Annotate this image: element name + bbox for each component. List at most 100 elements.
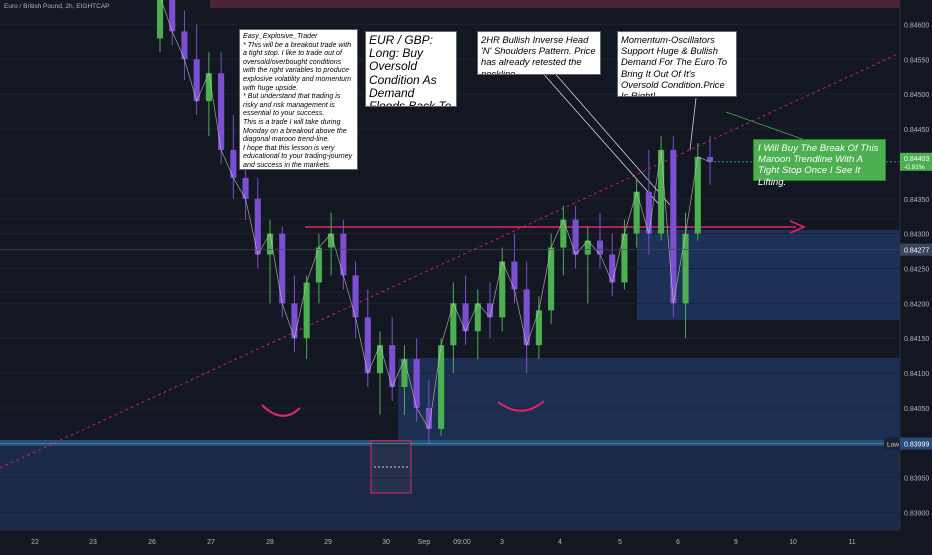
time-tick-label: 26 — [148, 539, 156, 546]
candle-body — [621, 233, 628, 283]
pattern-note[interactable]: 2HR Bullish Inverse Head 'N' Shoulders P… — [477, 31, 601, 75]
candle-body — [169, 0, 176, 32]
candle-body — [438, 345, 445, 429]
pattern-note-text: 2HR Bullish Inverse Head 'N' Shoulders P… — [481, 34, 596, 75]
candle-body — [425, 407, 432, 429]
right-shoulder-arc — [497, 400, 545, 412]
candle-body — [328, 233, 335, 248]
candle-body — [156, 0, 164, 39]
candle-body — [535, 310, 542, 346]
candle-body — [254, 198, 261, 255]
candle-body — [389, 345, 396, 388]
time-tick-label: 3 — [500, 539, 504, 546]
price-tick-label: 0.83900 — [904, 511, 929, 518]
candle-body — [486, 303, 494, 318]
resistance-zone — [210, 0, 900, 8]
price-tick-label: 0.84300 — [904, 232, 929, 239]
candle-body — [315, 247, 322, 283]
candle-body — [682, 233, 689, 304]
candle-body — [401, 359, 408, 388]
low-band — [0, 440, 900, 446]
title-note[interactable]: EUR / GBP: Long: Buy Oversold Condition … — [365, 31, 457, 107]
candle-body — [218, 73, 225, 150]
candle-body — [181, 31, 188, 60]
price-tick-label: 0.84450 — [904, 127, 929, 134]
candle-body — [706, 156, 714, 162]
green-note[interactable]: I Will Buy The Break Of This Maroon Tren… — [753, 139, 886, 188]
demand-zone-mid — [398, 358, 900, 440]
candle-body — [352, 275, 359, 318]
price-tick-label: 0.84550 — [904, 57, 929, 64]
title-note-text: EUR / GBP: Long: Buy Oversold Condition … — [369, 33, 452, 107]
green-note-text: I Will Buy The Break Of This Maroon Tren… — [758, 143, 879, 188]
time-tick-label: 4 — [558, 539, 562, 546]
time-tick-label: 27 — [207, 539, 215, 546]
time-tick-label: 30 — [382, 539, 390, 546]
current-price-badge — [900, 152, 932, 171]
low-tag: Low — [887, 442, 899, 449]
candle-body — [303, 282, 310, 339]
candle-body — [279, 233, 286, 304]
candle-body — [548, 247, 555, 311]
trader-note-line: Easy_Explosive_Trader — [243, 32, 318, 40]
time-tick-label: 6 — [676, 539, 680, 546]
level-label: 0.84277 — [904, 248, 929, 255]
trader-note[interactable]: Easy_Explosive_Trader * This will be a b… — [239, 29, 358, 170]
momentum-note-text: Momentum-Oscillators Support Huge & Bull… — [621, 34, 727, 97]
chart-annotations — [0, 161, 900, 444]
trader-note-line: * This will be a breakout trade with a t… — [243, 40, 352, 92]
candle-body — [694, 156, 701, 234]
candle-body — [596, 240, 604, 255]
candle-body — [609, 254, 616, 283]
candles — [156, 0, 714, 444]
candle-body — [670, 149, 677, 304]
level-badge — [900, 243, 932, 256]
price-tick-label: 0.84050 — [904, 406, 929, 413]
time-tick-label: 9 — [734, 539, 738, 546]
trader-note-line: I hope that this lesson is very educatio… — [243, 143, 353, 169]
low-tag-badge — [884, 437, 900, 450]
candle-body — [523, 289, 530, 346]
time-axis[interactable]: 22 23 26 27 28 29 30 Sep 09:00 3 4 5 6 9 10 11 — [0, 529, 932, 550]
symbol-title[interactable]: Euro / British Pound, 2h, EIGHTCAP — [4, 3, 110, 10]
candle-body — [450, 303, 457, 346]
time-tick-label: 22 — [31, 539, 39, 546]
time-tick-label: 10 — [789, 539, 797, 546]
candle-body — [242, 177, 249, 199]
price-tick-label: 0.84500 — [904, 92, 929, 99]
price-axis-background — [900, 0, 932, 530]
low-value: 0.83999 — [904, 442, 929, 449]
price-axis[interactable]: 0.84600 0.84550 0.84500 0.84450 0.84350 0.843… — [884, 0, 932, 530]
time-tick-label: 28 — [266, 539, 274, 546]
demand-zone-lower — [0, 440, 900, 530]
time-tick-label: Sep — [418, 539, 431, 546]
price-tick-label: 0.84200 — [904, 301, 929, 308]
candle-body — [658, 149, 665, 234]
demand-zone-upper — [637, 230, 900, 320]
momentum-note[interactable]: Momentum-Oscillators Support Huge & Bull… — [617, 31, 737, 97]
time-tick-label: 5 — [618, 539, 622, 546]
candle-body — [364, 317, 371, 374]
candle-body — [560, 219, 567, 248]
candle-body — [230, 149, 237, 178]
candle-body — [499, 261, 506, 318]
trader-note-line: This is a trade I will take during Monda… — [243, 117, 347, 144]
price-tick-label: 0.83950 — [904, 476, 929, 483]
candle-body — [511, 261, 518, 290]
price-tick-label: 0.84350 — [904, 197, 929, 204]
candle-body — [633, 191, 640, 234]
momentum-pointer — [689, 97, 697, 151]
time-tick-label: 29 — [324, 539, 332, 546]
candle-body — [584, 240, 591, 255]
time-tick-label: 11 — [848, 539, 855, 546]
trendlines — [0, 52, 901, 469]
candle-body — [205, 73, 212, 102]
price-tick-label: 0.84100 — [904, 371, 929, 378]
candle-body — [193, 59, 200, 102]
candle-body — [291, 303, 298, 339]
candle-body — [266, 233, 274, 255]
candle-body — [340, 233, 347, 276]
candle-body — [462, 303, 469, 332]
